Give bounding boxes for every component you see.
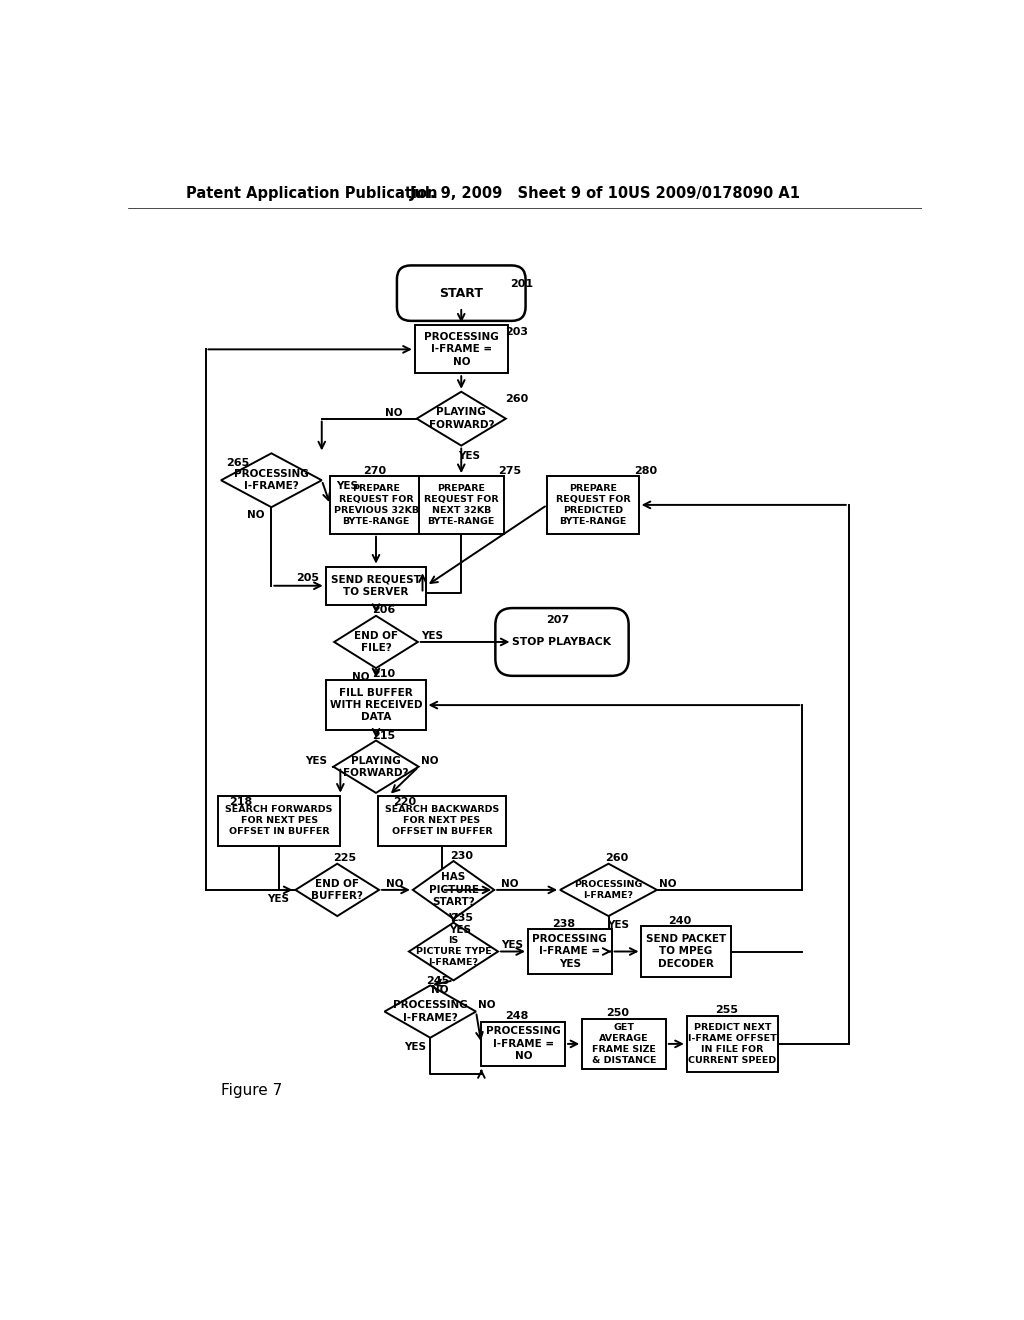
Text: 275: 275 bbox=[498, 466, 521, 477]
Text: Jul. 9, 2009   Sheet 9 of 10: Jul. 9, 2009 Sheet 9 of 10 bbox=[410, 186, 629, 201]
Text: PLAYING
FORWARD?: PLAYING FORWARD? bbox=[343, 755, 409, 777]
Polygon shape bbox=[334, 741, 419, 793]
Text: YES: YES bbox=[421, 631, 442, 640]
Text: 245: 245 bbox=[426, 975, 450, 986]
Text: HAS
PICTURE
START?: HAS PICTURE START? bbox=[428, 873, 478, 907]
Polygon shape bbox=[409, 923, 498, 981]
Text: 220: 220 bbox=[393, 797, 416, 807]
Text: NO: NO bbox=[421, 755, 438, 766]
Text: 203: 203 bbox=[506, 327, 528, 338]
Bar bbox=[415, 326, 508, 374]
Text: PROCESSING
I-FRAME?: PROCESSING I-FRAME? bbox=[574, 880, 643, 900]
Text: 240: 240 bbox=[669, 916, 691, 925]
Text: 280: 280 bbox=[634, 466, 657, 477]
Text: 218: 218 bbox=[228, 797, 252, 807]
Text: END OF
BUFFER?: END OF BUFFER? bbox=[311, 879, 364, 902]
Text: 265: 265 bbox=[225, 458, 249, 469]
Text: PROCESSING
I-FRAME =
NO: PROCESSING I-FRAME = NO bbox=[424, 331, 499, 367]
Text: 260: 260 bbox=[506, 393, 528, 404]
Text: NO: NO bbox=[386, 879, 403, 888]
Polygon shape bbox=[295, 863, 379, 916]
Text: FILL BUFFER
WITH RECEIVED
DATA: FILL BUFFER WITH RECEIVED DATA bbox=[330, 688, 422, 722]
Text: NO: NO bbox=[659, 879, 677, 888]
Text: SEND PACKET
TO MPEG
DECODER: SEND PACKET TO MPEG DECODER bbox=[646, 935, 726, 969]
Bar bbox=[218, 796, 340, 846]
Text: Patent Application Publication: Patent Application Publication bbox=[186, 186, 437, 201]
Text: NO: NO bbox=[247, 510, 264, 520]
Text: YES: YES bbox=[607, 920, 629, 931]
Text: YES: YES bbox=[501, 940, 523, 950]
Text: NO: NO bbox=[501, 879, 518, 888]
Text: YES: YES bbox=[267, 894, 290, 904]
Text: PROCESSING
I-FRAME =
NO: PROCESSING I-FRAME = NO bbox=[485, 1027, 560, 1061]
Bar bbox=[641, 927, 730, 977]
Text: GET
AVERAGE
FRAME SIZE
& DISTANCE: GET AVERAGE FRAME SIZE & DISTANCE bbox=[592, 1023, 656, 1065]
Bar bbox=[528, 929, 611, 974]
Text: 235: 235 bbox=[450, 912, 473, 923]
Text: NO: NO bbox=[431, 985, 449, 994]
Bar bbox=[326, 566, 426, 605]
Text: SEARCH BACKWARDS
FOR NEXT PES
OFFSET IN BUFFER: SEARCH BACKWARDS FOR NEXT PES OFFSET IN … bbox=[385, 805, 499, 836]
Bar bbox=[378, 796, 506, 846]
Polygon shape bbox=[417, 392, 506, 446]
Bar bbox=[687, 1016, 778, 1072]
Text: PROCESSING
I-FRAME?: PROCESSING I-FRAME? bbox=[393, 1001, 468, 1023]
Bar bbox=[327, 680, 426, 730]
Text: US 2009/0178090 A1: US 2009/0178090 A1 bbox=[628, 186, 800, 201]
Text: PREPARE
REQUEST FOR
PREVIOUS 32KB
BYTE-RANGE: PREPARE REQUEST FOR PREVIOUS 32KB BYTE-R… bbox=[334, 483, 419, 527]
Text: Figure 7: Figure 7 bbox=[221, 1082, 283, 1098]
Polygon shape bbox=[334, 615, 418, 668]
Text: 207: 207 bbox=[546, 615, 569, 626]
Text: YES: YES bbox=[449, 924, 471, 935]
FancyBboxPatch shape bbox=[496, 609, 629, 676]
Text: 201: 201 bbox=[510, 279, 534, 289]
Text: SEARCH FORWARDS
FOR NEXT PES
OFFSET IN BUFFER: SEARCH FORWARDS FOR NEXT PES OFFSET IN B… bbox=[225, 805, 333, 836]
FancyBboxPatch shape bbox=[397, 265, 525, 321]
Polygon shape bbox=[560, 863, 657, 916]
Text: YES: YES bbox=[458, 451, 480, 462]
Polygon shape bbox=[385, 985, 476, 1038]
Text: 205: 205 bbox=[296, 573, 319, 583]
Text: START: START bbox=[439, 286, 483, 300]
Text: END OF
FILE?: END OF FILE? bbox=[354, 631, 398, 653]
Text: PLAYING
FORWARD?: PLAYING FORWARD? bbox=[428, 408, 494, 430]
Text: YES: YES bbox=[305, 755, 328, 766]
Text: YES: YES bbox=[403, 1041, 426, 1052]
Text: SEND REQUEST
TO SERVER: SEND REQUEST TO SERVER bbox=[331, 574, 421, 597]
Text: 210: 210 bbox=[372, 669, 395, 680]
Text: NO: NO bbox=[385, 408, 402, 417]
Text: NO: NO bbox=[352, 672, 370, 682]
Text: IS
PICTURE TYPE
I-FRAME?: IS PICTURE TYPE I-FRAME? bbox=[416, 936, 492, 968]
Text: 230: 230 bbox=[450, 851, 473, 861]
Text: 215: 215 bbox=[372, 731, 395, 741]
Text: 206: 206 bbox=[372, 605, 395, 615]
Bar bbox=[419, 477, 504, 533]
Text: 255: 255 bbox=[715, 1005, 738, 1015]
Text: 270: 270 bbox=[362, 466, 386, 477]
Polygon shape bbox=[221, 453, 322, 507]
Bar bbox=[481, 1022, 565, 1067]
Text: PROCESSING
I-FRAME =
YES: PROCESSING I-FRAME = YES bbox=[532, 935, 607, 969]
Text: 250: 250 bbox=[606, 1008, 630, 1018]
Text: PREPARE
REQUEST FOR
PREDICTED
BYTE-RANGE: PREPARE REQUEST FOR PREDICTED BYTE-RANGE bbox=[556, 483, 631, 527]
Polygon shape bbox=[413, 861, 495, 919]
Text: 248: 248 bbox=[506, 1011, 528, 1022]
Text: 260: 260 bbox=[604, 853, 628, 862]
Bar bbox=[583, 1019, 666, 1069]
Text: PREDICT NEXT
I-FRAME OFFSET
IN FILE FOR
CURRENT SPEED: PREDICT NEXT I-FRAME OFFSET IN FILE FOR … bbox=[688, 1023, 777, 1065]
Text: PREPARE
REQUEST FOR
NEXT 32KB
BYTE-RANGE: PREPARE REQUEST FOR NEXT 32KB BYTE-RANGE bbox=[424, 483, 499, 527]
Text: YES: YES bbox=[336, 482, 357, 491]
Text: PROCESSING
I-FRAME?: PROCESSING I-FRAME? bbox=[234, 469, 309, 491]
Bar bbox=[331, 477, 422, 533]
Text: 225: 225 bbox=[334, 853, 356, 862]
Text: NO: NO bbox=[478, 1001, 496, 1010]
Bar bbox=[547, 477, 639, 533]
Text: 238: 238 bbox=[552, 919, 575, 929]
Text: STOP PLAYBACK: STOP PLAYBACK bbox=[512, 638, 611, 647]
